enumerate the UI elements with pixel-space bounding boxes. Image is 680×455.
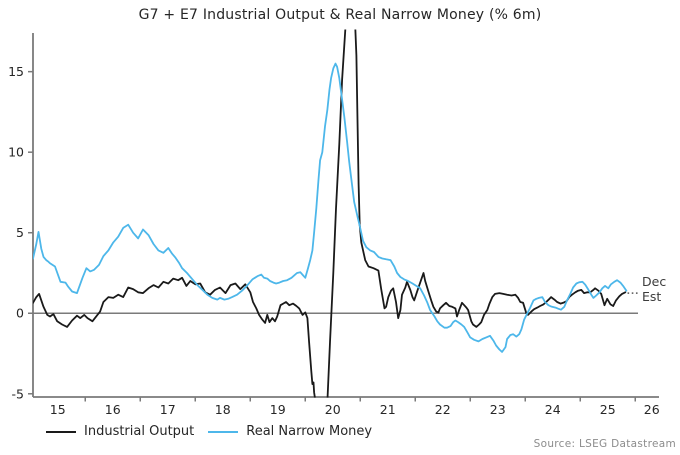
estimate-annotation-line2: Est <box>642 289 662 304</box>
y-tick-label: 15 <box>8 64 24 79</box>
y-tick-label: -5 <box>12 386 24 401</box>
legend-item-industrial-output: Industrial Output <box>46 424 194 439</box>
x-tick-label: 25 <box>600 402 616 417</box>
x-tick-label: 16 <box>105 402 121 417</box>
x-tick-label: 23 <box>490 402 506 417</box>
y-tick-label: 5 <box>16 225 24 240</box>
industrial-output-line-sample <box>46 430 76 433</box>
x-tick-label: 21 <box>380 402 396 417</box>
chart-canvas: 15 16 17 18 19 20 21 22 23 24 25 26 -5 0 5 10 15 <box>8 29 660 417</box>
series-line-real-narrow-money <box>33 62 628 353</box>
x-tick-label: 24 <box>545 402 561 417</box>
chart-title: G7 + E7 Industrial Output & Real Narrow … <box>138 7 542 23</box>
estimate-annotation-line1: Dec <box>642 274 667 289</box>
x-tick-label: 22 <box>435 402 451 417</box>
legend-label-real-narrow-money: Real Narrow Money <box>246 424 373 439</box>
real-narrow-money-line-sample <box>208 430 239 433</box>
estimate-annotation: Dec Est <box>642 274 666 304</box>
x-tick-label: 15 <box>50 402 66 417</box>
legend-item-real-narrow-money: Real Narrow Money <box>208 424 372 439</box>
legend-label-industrial-output: Industrial Output <box>84 424 195 439</box>
x-tick-label: 26 <box>644 402 660 417</box>
x-tick-label: 18 <box>215 402 231 417</box>
y-tick-label: 10 <box>8 145 24 160</box>
legend: Industrial Output Real Narrow Money <box>46 424 386 439</box>
x-tick-label: 20 <box>325 402 341 417</box>
x-tick-label: 19 <box>270 402 286 417</box>
series-line-industrial-output <box>33 29 627 398</box>
source-note: Source: LSEG Datastream <box>533 438 676 450</box>
x-tick-label: 17 <box>160 402 176 417</box>
y-tick-label: 0 <box>16 306 24 321</box>
